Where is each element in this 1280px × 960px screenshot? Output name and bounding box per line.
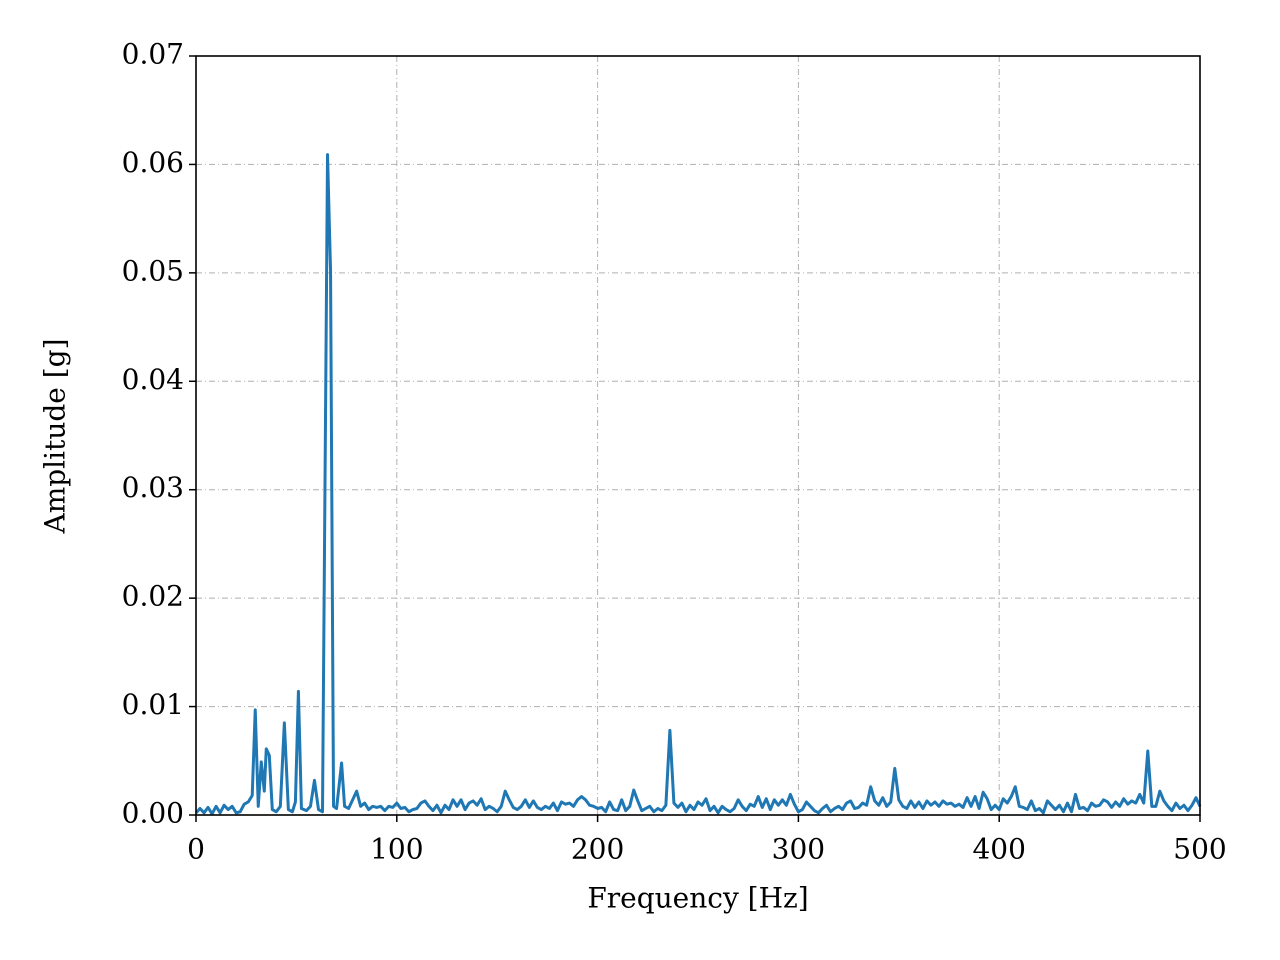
y-tick-label: 0.04 (122, 363, 184, 396)
x-tick-label: 500 (1173, 833, 1226, 866)
y-tick-label: 0.01 (122, 688, 184, 721)
y-tick-label: 0.05 (122, 254, 184, 287)
x-tick-label: 0 (187, 833, 205, 866)
x-tick-label: 200 (571, 833, 624, 866)
y-tick-label: 0.06 (122, 146, 184, 179)
y-tick-label: 0.03 (122, 471, 184, 504)
y-tick-label: 0.02 (122, 580, 184, 613)
x-axis-label: Frequency [Hz] (587, 882, 808, 915)
x-tick-label: 300 (772, 833, 825, 866)
y-tick-label: 0.00 (122, 797, 184, 830)
x-tick-label: 400 (972, 833, 1025, 866)
y-axis-label: Amplitude [g] (39, 338, 72, 534)
plot-frame (195, 55, 1201, 816)
line-series (194, 153, 1202, 816)
y-tick-label: 0.07 (122, 38, 184, 71)
x-tick-label: 100 (370, 833, 423, 866)
